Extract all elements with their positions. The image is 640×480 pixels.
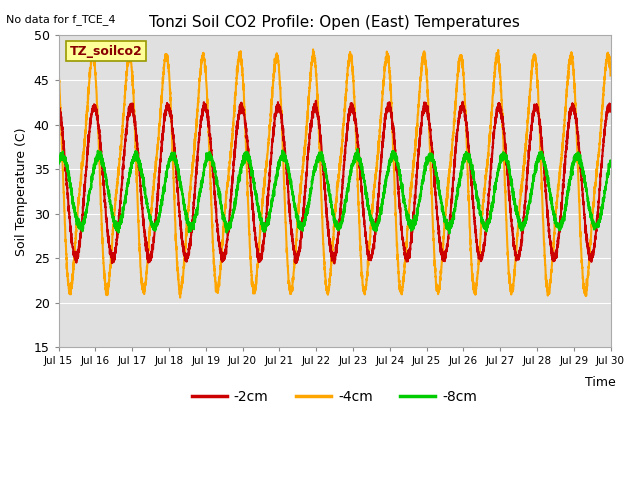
Text: No data for f_TCE_4: No data for f_TCE_4 — [6, 14, 116, 25]
-8cm — [467, 156, 474, 162]
-4cm — [266, 122, 273, 128]
-4cm — [155, 130, 163, 135]
-4cm — [509, 282, 516, 288]
-8cm — [386, 163, 394, 168]
-8cm — [266, 212, 273, 218]
-2cm — [607, 104, 614, 109]
-8cm — [445, 231, 453, 237]
-4cm — [414, 112, 422, 118]
-2cm — [55, 106, 63, 112]
Line: -4cm: -4cm — [59, 49, 611, 298]
-4cm — [386, 76, 394, 82]
-4cm — [55, 70, 63, 75]
-8cm — [354, 146, 362, 152]
-2cm — [266, 179, 273, 185]
-8cm — [155, 215, 163, 221]
-8cm — [414, 210, 422, 216]
-2cm — [155, 174, 163, 180]
Line: -2cm: -2cm — [59, 101, 611, 264]
-2cm — [386, 106, 394, 111]
-4cm — [607, 72, 614, 78]
Y-axis label: Soil Temperature (C): Soil Temperature (C) — [15, 127, 28, 256]
-2cm — [312, 98, 319, 104]
-2cm — [467, 168, 474, 174]
Title: Tonzi Soil CO2 Profile: Open (East) Temperatures: Tonzi Soil CO2 Profile: Open (East) Temp… — [149, 15, 520, 30]
-4cm — [309, 47, 317, 52]
Legend: -2cm, -4cm, -8cm: -2cm, -4cm, -8cm — [186, 384, 483, 409]
Line: -8cm: -8cm — [59, 149, 611, 234]
X-axis label: Time: Time — [585, 375, 616, 388]
-8cm — [607, 160, 614, 166]
-2cm — [509, 228, 516, 234]
-2cm — [414, 163, 422, 168]
-8cm — [509, 186, 516, 192]
-4cm — [176, 295, 184, 300]
Text: TZ_soilco2: TZ_soilco2 — [70, 45, 142, 58]
-4cm — [467, 248, 474, 254]
-8cm — [55, 161, 63, 167]
-2cm — [330, 261, 338, 266]
